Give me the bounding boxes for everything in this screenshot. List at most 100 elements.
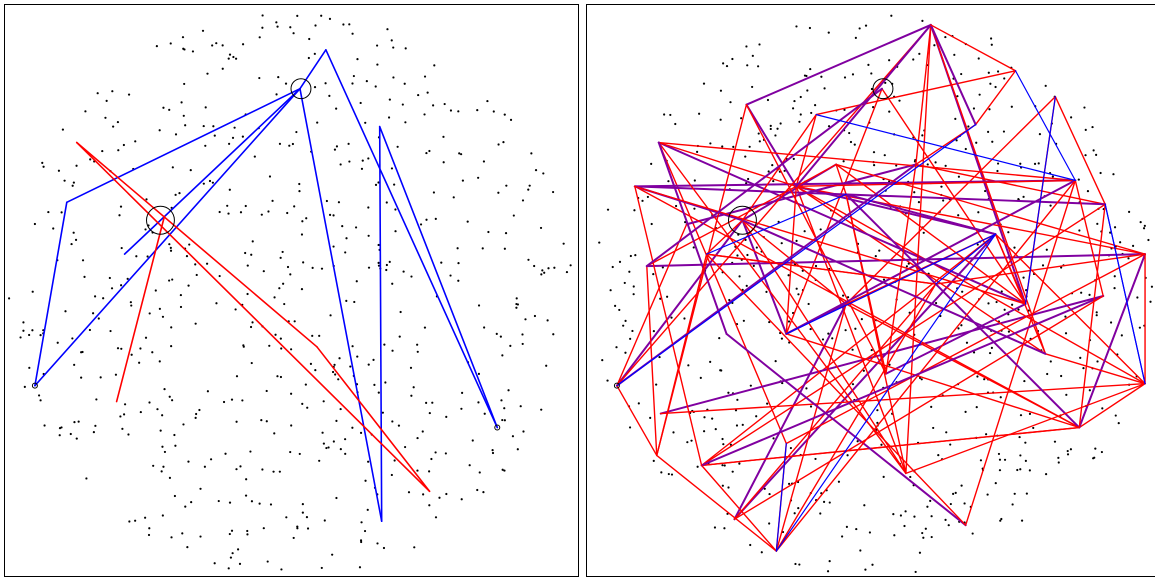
node-point xyxy=(468,464,471,467)
node-point xyxy=(792,157,795,160)
node-point xyxy=(416,343,419,346)
node-point xyxy=(276,25,279,28)
node-point xyxy=(316,121,319,124)
node-point xyxy=(246,529,249,533)
node-point xyxy=(989,82,992,85)
node-point xyxy=(413,546,416,549)
node-point xyxy=(169,249,173,252)
node-point xyxy=(957,214,960,217)
node-point xyxy=(80,376,83,379)
node-point xyxy=(985,433,988,436)
node-point xyxy=(347,142,350,145)
red-path-segment xyxy=(658,141,907,475)
node-point xyxy=(146,255,149,258)
node-point xyxy=(841,535,844,538)
node-point xyxy=(738,275,741,278)
node-point xyxy=(169,246,172,249)
node-point xyxy=(338,357,341,360)
node-point xyxy=(846,454,849,457)
node-point xyxy=(787,274,790,277)
node-point xyxy=(713,526,717,529)
node-point xyxy=(1019,468,1022,471)
node-point xyxy=(191,50,195,53)
node-point xyxy=(870,348,873,352)
node-point xyxy=(814,264,818,268)
node-point xyxy=(1065,393,1068,396)
node-point xyxy=(854,327,857,330)
node-point xyxy=(392,46,395,49)
node-point xyxy=(746,64,749,67)
node-point xyxy=(367,234,370,237)
node-point xyxy=(509,118,513,121)
node-point xyxy=(261,14,264,17)
node-point xyxy=(152,464,155,467)
node-point xyxy=(58,434,61,437)
node-point xyxy=(711,417,714,420)
node-point xyxy=(863,504,866,507)
node-point xyxy=(328,17,332,20)
node-point xyxy=(723,464,726,467)
red-path-segment xyxy=(616,223,688,387)
node-point xyxy=(272,470,275,473)
node-point xyxy=(222,400,226,404)
node-point xyxy=(914,570,917,574)
node-point xyxy=(732,145,735,148)
node-point xyxy=(954,491,957,494)
node-point xyxy=(769,127,772,131)
node-point xyxy=(171,399,174,402)
node-point xyxy=(194,322,197,325)
blue-path-segment xyxy=(1014,70,1076,181)
node-point xyxy=(161,414,164,417)
node-point xyxy=(912,58,915,61)
node-point xyxy=(954,117,957,120)
node-point xyxy=(844,329,847,332)
node-point xyxy=(978,93,981,96)
node-point xyxy=(376,542,379,545)
node-point xyxy=(163,388,166,391)
node-point xyxy=(482,490,485,494)
node-point xyxy=(307,56,310,60)
node-point xyxy=(1113,287,1116,290)
node-point xyxy=(147,533,151,537)
node-point xyxy=(72,231,75,234)
node-point xyxy=(367,363,370,366)
node-point xyxy=(91,312,95,315)
node-point xyxy=(367,206,370,209)
node-point xyxy=(1032,426,1035,430)
node-point xyxy=(300,288,304,291)
node-point xyxy=(296,527,299,530)
node-point xyxy=(828,560,831,563)
node-point xyxy=(161,445,164,448)
node-point xyxy=(1045,248,1048,251)
node-point xyxy=(279,375,283,379)
node-point xyxy=(991,140,994,143)
node-point xyxy=(244,251,247,255)
node-point xyxy=(258,36,261,39)
node-point xyxy=(361,159,364,162)
node-point xyxy=(148,527,151,530)
node-point xyxy=(305,217,308,220)
node-point xyxy=(618,308,621,312)
node-point xyxy=(1028,412,1032,415)
node-point xyxy=(996,169,999,173)
node-point xyxy=(979,459,983,462)
node-point xyxy=(746,253,749,257)
node-point xyxy=(768,492,771,496)
node-point xyxy=(702,82,706,85)
node-point xyxy=(1136,296,1139,299)
node-point xyxy=(390,473,393,477)
node-point xyxy=(827,31,830,34)
red-path-segment xyxy=(616,384,658,457)
node-point xyxy=(851,348,854,351)
node-point xyxy=(296,14,299,17)
node-point xyxy=(988,108,991,111)
node-point xyxy=(182,47,185,50)
node-point xyxy=(130,304,133,307)
node-point xyxy=(503,407,506,410)
node-point xyxy=(820,75,823,78)
node-point xyxy=(1017,308,1020,311)
node-point xyxy=(917,201,921,204)
node-point xyxy=(873,164,876,167)
node-point xyxy=(318,334,321,337)
node-point xyxy=(364,479,367,482)
